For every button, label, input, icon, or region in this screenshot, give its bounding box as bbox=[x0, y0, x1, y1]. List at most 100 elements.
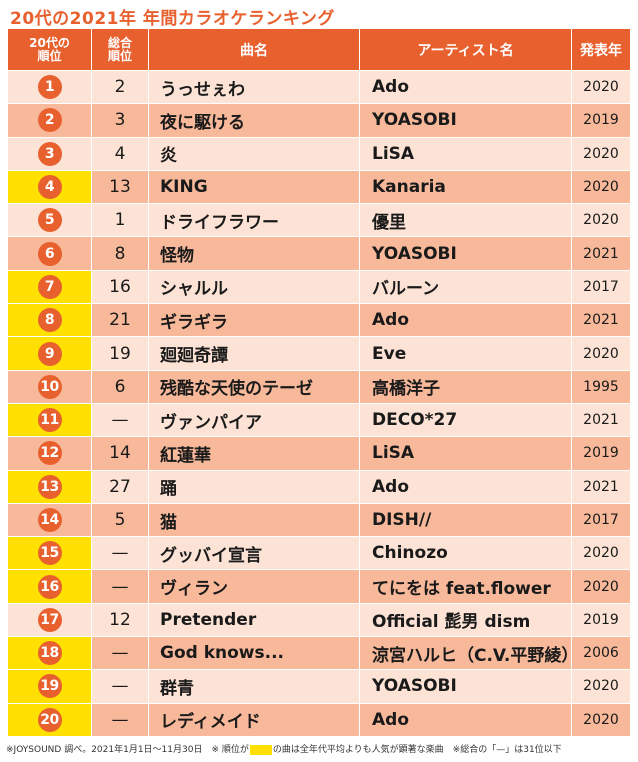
total-rank-cell: — bbox=[92, 570, 149, 604]
artist-cell: YOASOBI bbox=[360, 104, 572, 138]
rank-badge: 8 bbox=[37, 308, 62, 333]
song-title-cell: ドライフラワー bbox=[149, 204, 360, 238]
footnote: ※JOYSOUND 調べ。2021年1月1日～11月30日 ※ 順位が の曲は全年… bbox=[6, 742, 636, 755]
footnote-text-2: の曲は全年代平均よりも人気が顕著な楽曲 ※総合の「—」は31位以下 bbox=[272, 745, 562, 755]
total-rank-cell: — bbox=[92, 703, 149, 737]
header-rank-line2: 順位 bbox=[37, 48, 62, 63]
artist-cell: LiSA bbox=[360, 137, 572, 171]
total-rank-cell: 3 bbox=[92, 104, 149, 138]
artist-cell: LiSA bbox=[360, 437, 572, 471]
rank-badge: 20 bbox=[37, 707, 62, 732]
rank-cell: 5 bbox=[8, 204, 92, 238]
song-title-cell: グッバイ宣言 bbox=[149, 537, 360, 571]
release-year-cell: 2017 bbox=[572, 504, 630, 538]
rank-badge: 16 bbox=[37, 574, 62, 599]
artist-cell: YOASOBI bbox=[360, 670, 572, 704]
rank-badge: 10 bbox=[37, 374, 62, 399]
table-row: 13 27 踊 Ado 2021 bbox=[8, 470, 630, 504]
release-year-cell: 2006 bbox=[572, 637, 630, 671]
rank-cell: 16 bbox=[8, 570, 92, 604]
rank-cell: 12 bbox=[8, 437, 92, 471]
rank-cell: 8 bbox=[8, 304, 92, 338]
artist-cell: Ado bbox=[360, 470, 572, 504]
song-title-cell: ヴァンパイア bbox=[149, 403, 360, 438]
total-rank-cell: 1 bbox=[92, 204, 149, 238]
total-rank-cell: 27 bbox=[92, 470, 149, 504]
rank-badge: 19 bbox=[37, 674, 62, 699]
song-title-cell: Pretender bbox=[149, 603, 360, 638]
song-title-cell: God knows... bbox=[149, 637, 360, 671]
release-year-cell: 2021 bbox=[572, 237, 630, 271]
header-year: 発表年 bbox=[572, 29, 630, 71]
release-year-cell: 2021 bbox=[572, 404, 630, 438]
rank-badge: 5 bbox=[37, 208, 62, 233]
total-rank-cell: 13 bbox=[92, 170, 149, 205]
artist-cell: YOASOBI bbox=[360, 237, 572, 271]
song-title-cell: 廻廻奇譚 bbox=[149, 337, 360, 371]
table-body: 1 2 うっせぇわ Ado 2020 2 3 夜に駆ける YOASOBI 2019 3 4 炎 LiSA 2… bbox=[8, 71, 630, 737]
rank-badge: 15 bbox=[37, 541, 62, 566]
release-year-cell: 1995 bbox=[572, 371, 630, 404]
table-row: 19 — 群青 YOASOBI 2020 bbox=[8, 670, 630, 704]
song-title-cell: 紅蓮華 bbox=[149, 437, 360, 471]
table-row: 7 16 シャルル バルーン 2017 bbox=[8, 270, 630, 305]
rank-badge: 17 bbox=[37, 607, 62, 632]
artist-cell: DISH// bbox=[360, 503, 572, 538]
table-row: 16 — ヴィラン てにをは feat.flower 2020 bbox=[8, 570, 630, 604]
rank-cell: 19 bbox=[8, 670, 92, 704]
artist-cell: DECO*27 bbox=[360, 403, 572, 438]
table-row: 4 13 KING Kanaria 2020 bbox=[8, 170, 630, 205]
total-rank-cell: 8 bbox=[92, 237, 149, 271]
release-year-cell: 2019 bbox=[572, 104, 630, 138]
chart-title: 20代の2021年 年間カラオケランキング bbox=[10, 9, 335, 29]
table-header: 20代の 順位 総合 順位 曲名 アーティスト名 発表年 bbox=[8, 29, 630, 71]
song-title-cell: レディメイド bbox=[149, 703, 360, 737]
rank-cell: 15 bbox=[8, 537, 92, 571]
rank-badge: 3 bbox=[37, 141, 62, 166]
release-year-cell: 2017 bbox=[572, 271, 630, 305]
rank-cell: 18 bbox=[8, 637, 92, 671]
release-year-cell: 2020 bbox=[572, 570, 630, 604]
song-title-cell: ギラギラ bbox=[149, 304, 360, 338]
artist-cell: Kanaria bbox=[360, 170, 572, 205]
artist-cell: Official 髭男 dism bbox=[360, 603, 572, 638]
table-row: 9 19 廻廻奇譚 Eve 2020 bbox=[8, 337, 630, 371]
release-year-cell: 2019 bbox=[572, 604, 630, 638]
total-rank-cell: — bbox=[92, 403, 149, 438]
header-song: 曲名 bbox=[149, 29, 360, 71]
release-year-cell: 2020 bbox=[572, 537, 630, 571]
header-artist: アーティスト名 bbox=[360, 29, 572, 71]
total-rank-cell: 19 bbox=[92, 337, 149, 371]
table-row: 3 4 炎 LiSA 2020 bbox=[8, 137, 630, 171]
song-title-cell: シャルル bbox=[149, 270, 360, 305]
total-rank-cell: 16 bbox=[92, 270, 149, 305]
song-title-cell: 猫 bbox=[149, 503, 360, 538]
header-total-rank: 総合 順位 bbox=[92, 29, 149, 71]
release-year-cell: 2019 bbox=[572, 437, 630, 471]
rank-badge: 7 bbox=[37, 274, 62, 299]
release-year-cell: 2020 bbox=[572, 204, 630, 238]
table-row: 14 5 猫 DISH//2017 bbox=[8, 503, 630, 538]
rank-cell: 20 bbox=[8, 703, 92, 737]
rank-badge: 9 bbox=[37, 341, 62, 366]
header-rank: 20代の 順位 bbox=[8, 29, 92, 71]
table-row: 5 1 ドライフラワー 優里 2020 bbox=[8, 204, 630, 238]
rank-badge: 1 bbox=[37, 75, 62, 100]
rank-cell: 7 bbox=[8, 270, 92, 305]
rank-badge: 4 bbox=[37, 175, 62, 200]
table-row: 2 3 夜に駆ける YOASOBI 2019 bbox=[8, 104, 630, 138]
rank-badge: 12 bbox=[37, 441, 62, 466]
total-rank-cell: 2 bbox=[92, 71, 149, 105]
artist-cell: 高橋洋子 bbox=[360, 370, 572, 404]
artist-cell: バルーン bbox=[360, 270, 572, 305]
release-year-cell: 2020 bbox=[572, 704, 630, 737]
highlight-legend-swatch bbox=[249, 744, 272, 755]
release-year-cell: 2020 bbox=[572, 670, 630, 704]
rank-cell: 14 bbox=[8, 503, 92, 538]
song-title-cell: 踊 bbox=[149, 470, 360, 504]
artist-cell: 優里 bbox=[360, 204, 572, 238]
rank-cell: 11 bbox=[8, 403, 92, 438]
table-row: 12 14 紅蓮華 LiSA 2019 bbox=[8, 437, 630, 471]
song-title-cell: 怪物 bbox=[149, 237, 360, 271]
rank-badge: 13 bbox=[37, 474, 62, 499]
